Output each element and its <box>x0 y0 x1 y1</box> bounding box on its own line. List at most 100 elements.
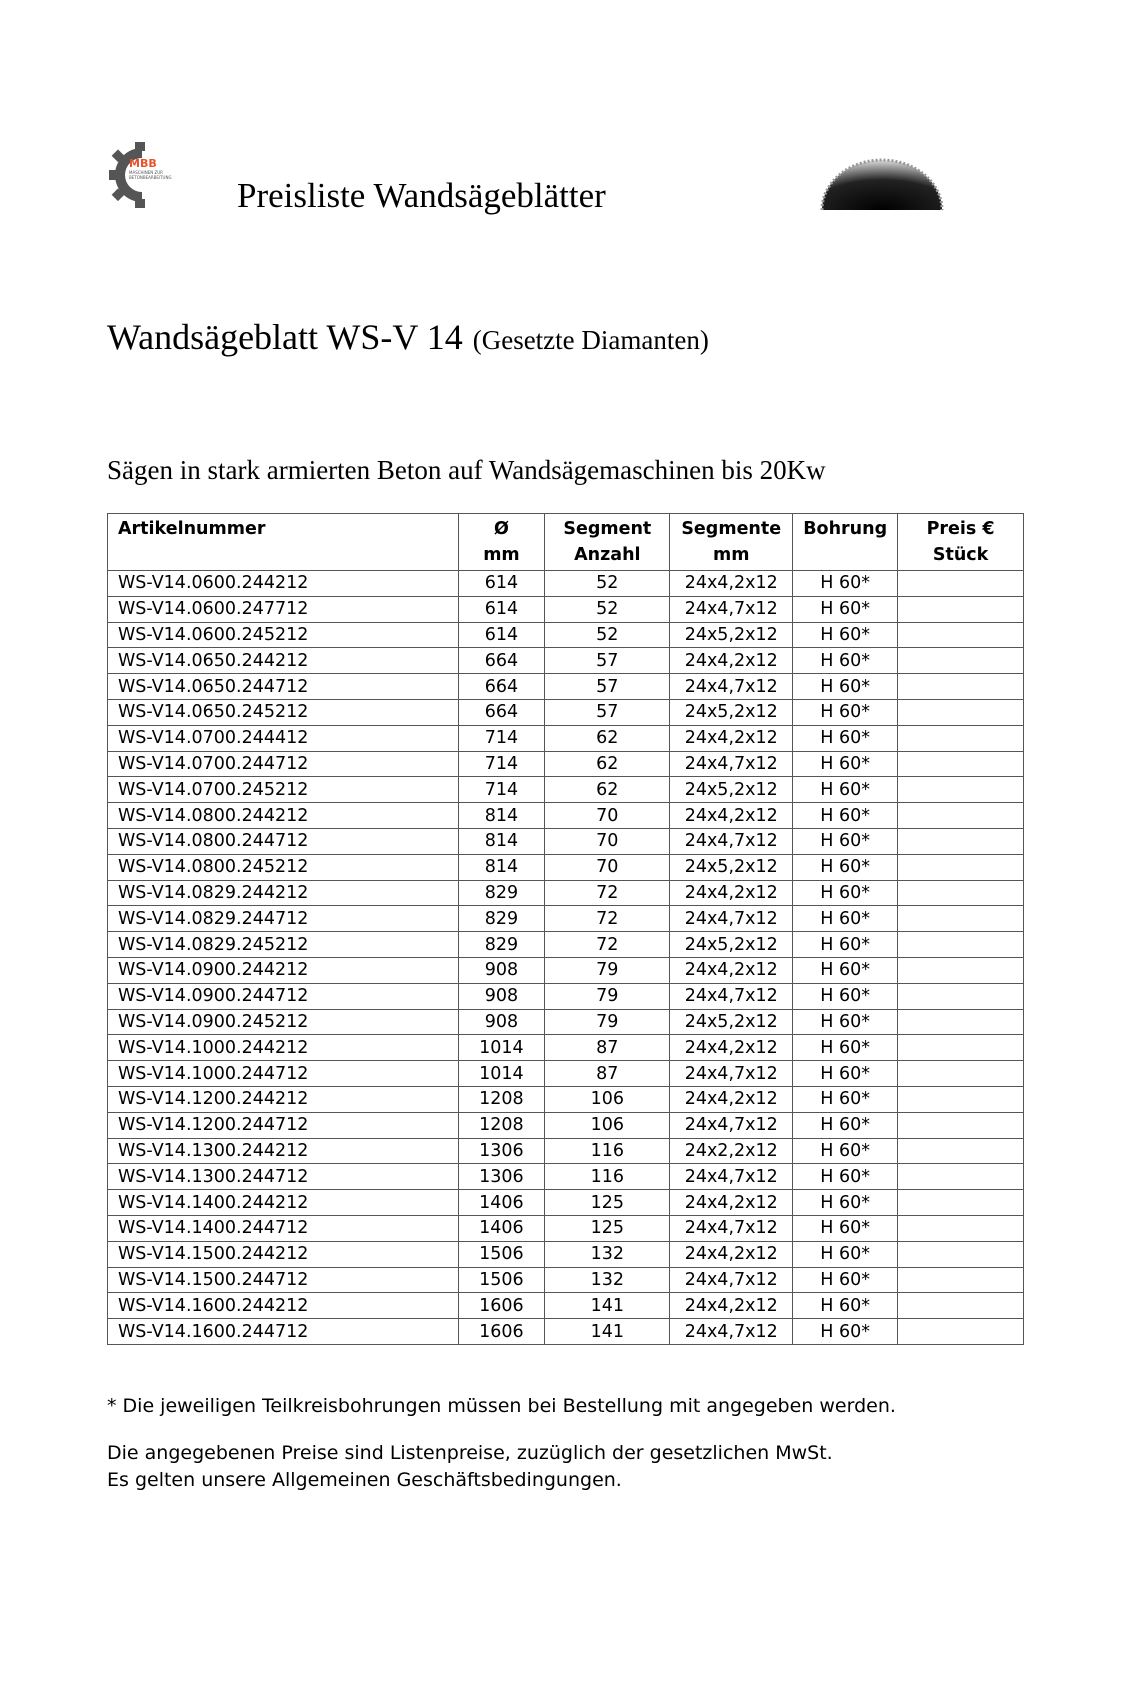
table-cell <box>897 1085 1024 1113</box>
table-cell: WS-V14.0900.244212 <box>107 956 459 984</box>
table-cell <box>897 1240 1024 1268</box>
table-row: WS-V14.0650.244712 664 57 24x4,7x12 H 60* <box>107 673 1024 700</box>
table-cell <box>897 956 1024 984</box>
table-row: WS-V14.0900.244212 908 79 24x4,2x12 H 60* <box>107 956 1024 984</box>
table-cell: 829 <box>457 905 546 933</box>
table-cell: 1306 <box>457 1163 546 1191</box>
table-cell: 24x5,2x12 <box>669 776 794 804</box>
table-cell: 24x4,7x12 <box>669 1214 794 1242</box>
table-cell: WS-V14.0600.245212 <box>107 621 459 649</box>
table-row: WS-V14.1600.244212 1606 141 24x4,2x12 H 60* <box>107 1292 1024 1320</box>
table-cell: 72 <box>544 905 671 933</box>
table-cell: H 60* <box>792 1060 899 1087</box>
table-cell <box>897 1111 1024 1139</box>
table-row: WS-V14.0700.244712 714 62 24x4,7x12 H 60* <box>107 750 1024 778</box>
table-cell: 72 <box>544 931 671 958</box>
table-cell: 908 <box>457 1008 546 1036</box>
table-cell: WS-V14.0829.244712 <box>107 905 459 933</box>
table-cell: WS-V14.0650.244212 <box>107 647 459 675</box>
table-cell: 1406 <box>457 1214 546 1242</box>
header-line: Segment <box>563 519 652 539</box>
header-line: Segmente <box>681 519 782 539</box>
table-cell <box>897 853 1024 881</box>
table-cell: 614 <box>457 570 546 597</box>
table-cell: 87 <box>544 1034 671 1062</box>
table-cell: 24x4,2x12 <box>669 802 794 829</box>
table-cell: 24x4,2x12 <box>669 570 794 597</box>
table-cell <box>897 647 1024 675</box>
table-cell: H 60* <box>792 570 899 597</box>
table-cell: 24x4,7x12 <box>669 595 794 623</box>
table-row: WS-V14.0800.244212 814 70 24x4,2x12 H 60* <box>107 802 1024 829</box>
table-cell: 79 <box>544 982 671 1010</box>
table-cell <box>897 595 1024 623</box>
table-cell <box>897 1266 1024 1294</box>
table-cell: 106 <box>544 1111 671 1139</box>
header-line: mm <box>483 545 520 565</box>
table-row: WS-V14.1500.244212 1506 132 24x4,2x12 H 60* <box>107 1240 1024 1268</box>
table-row: WS-V14.1400.244212 1406 125 24x4,2x12 H 60* <box>107 1189 1024 1216</box>
table-row: WS-V14.0829.245212 829 72 24x5,2x12 H 60* <box>107 931 1024 958</box>
table-cell <box>897 982 1024 1010</box>
table-cell: WS-V14.1000.244212 <box>107 1034 459 1062</box>
table-cell: 24x5,2x12 <box>669 931 794 958</box>
table-cell: H 60* <box>792 956 899 984</box>
header-line: Ø <box>493 519 509 539</box>
table-cell: 714 <box>457 750 546 778</box>
table-cell: WS-V14.0600.244212 <box>107 570 459 597</box>
table-cell: 1306 <box>457 1137 546 1165</box>
table-cell: H 60* <box>792 647 899 675</box>
table-row: WS-V14.0650.244212 664 57 24x4,2x12 H 60* <box>107 647 1024 675</box>
header-line: Anzahl <box>574 545 641 565</box>
table-cell: WS-V14.1200.244212 <box>107 1085 459 1113</box>
table-cell: H 60* <box>792 1189 899 1216</box>
header-line: Preis € <box>926 519 995 539</box>
table-cell <box>897 750 1024 778</box>
table-row: WS-V14.1300.244212 1306 116 24x2,2x12 H 60* <box>107 1137 1024 1165</box>
table-row: WS-V14.0700.244412 714 62 24x4,2x12 H 60* <box>107 724 1024 752</box>
table-cell: WS-V14.1200.244712 <box>107 1111 459 1139</box>
table-cell: 62 <box>544 776 671 804</box>
table-cell: 116 <box>544 1137 671 1165</box>
table-cell: WS-V14.1400.244212 <box>107 1189 459 1216</box>
product-description: Sägen in stark armierten Beton auf Wands… <box>107 455 826 485</box>
table-cell: H 60* <box>792 802 899 829</box>
table-cell: 70 <box>544 802 671 829</box>
table-cell: WS-V14.0650.245212 <box>107 698 459 726</box>
table-cell: WS-V14.1500.244212 <box>107 1240 459 1268</box>
table-row: WS-V14.1500.244712 1506 132 24x4,7x12 H 60* <box>107 1266 1024 1294</box>
table-cell <box>897 879 1024 907</box>
table-cell: 57 <box>544 673 671 700</box>
column-header: Segmente mm <box>669 513 794 571</box>
table-cell: H 60* <box>792 1292 899 1320</box>
table-cell: 24x4,7x12 <box>669 673 794 700</box>
table-cell <box>897 1292 1024 1320</box>
table-cell: 614 <box>457 621 546 649</box>
header-line: Artikelnummer <box>118 519 266 539</box>
table-cell: 87 <box>544 1060 671 1087</box>
table-cell: 141 <box>544 1292 671 1320</box>
table-row: WS-V14.0829.244212 829 72 24x4,2x12 H 60* <box>107 879 1024 907</box>
table-cell <box>897 1318 1024 1345</box>
table-cell: 1506 <box>457 1266 546 1294</box>
table-cell: 79 <box>544 956 671 984</box>
table-cell: 1606 <box>457 1318 546 1345</box>
table-cell: H 60* <box>792 827 899 855</box>
table-cell: 614 <box>457 595 546 623</box>
table-cell: 70 <box>544 853 671 881</box>
table-cell: 714 <box>457 724 546 752</box>
table-cell <box>897 776 1024 804</box>
table-cell: WS-V14.1000.244712 <box>107 1060 459 1087</box>
table-cell: WS-V14.0900.245212 <box>107 1008 459 1036</box>
table-cell: 24x5,2x12 <box>669 698 794 726</box>
table-cell: 52 <box>544 595 671 623</box>
table-cell: 814 <box>457 802 546 829</box>
table-row: WS-V14.0650.245212 664 57 24x5,2x12 H 60* <box>107 698 1024 726</box>
table-cell: 132 <box>544 1266 671 1294</box>
table-cell: 62 <box>544 724 671 752</box>
table-cell <box>897 1137 1024 1165</box>
table-cell: WS-V14.0800.244712 <box>107 827 459 855</box>
table-cell <box>897 724 1024 752</box>
table-cell: H 60* <box>792 905 899 933</box>
table-cell: WS-V14.0650.244712 <box>107 673 459 700</box>
